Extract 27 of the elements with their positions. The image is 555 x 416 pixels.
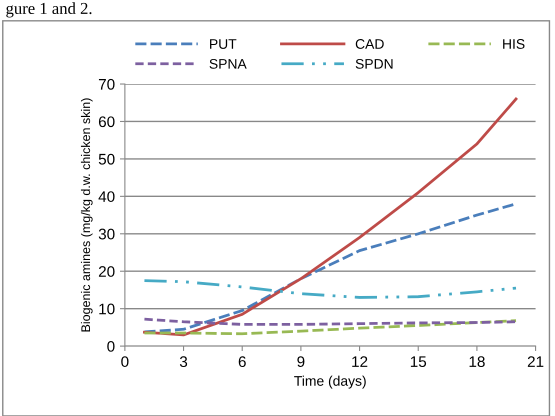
x-tick-label: 3 <box>180 356 188 368</box>
legend-label: PUT <box>210 39 236 49</box>
y-tick-label: 40 <box>98 191 115 202</box>
legend-label: HIS <box>503 39 525 49</box>
x-tick-label: 0 <box>121 356 129 368</box>
y-tick-label: 10 <box>99 304 115 314</box>
y-tick-label: 20 <box>98 266 115 277</box>
y-tick-label: 30 <box>98 228 115 240</box>
y-axis-title: Biogenic amines (mg/kg d.w. chicken skin) <box>80 98 93 332</box>
y-tick-label: 0 <box>107 340 115 352</box>
x-tick-label: 21 <box>528 356 544 367</box>
x-tick-label: 15 <box>410 356 426 368</box>
x-tick-label: 18 <box>470 356 485 368</box>
y-tick-label: 60 <box>98 116 115 128</box>
x-axis-title: Time (days) <box>294 376 366 389</box>
line-series <box>143 319 518 336</box>
legend-label: SPNA <box>210 58 247 69</box>
legend-label: CAD <box>356 39 384 49</box>
text: gure 1 and 2. <box>6 2 92 18</box>
x-tick-label: 9 <box>297 356 304 368</box>
x-tick-label: 6 <box>238 356 246 368</box>
line-series <box>143 98 518 336</box>
line-series <box>143 279 518 299</box>
legend-label: SPDN <box>356 58 393 69</box>
y-tick-label: 50 <box>98 154 115 165</box>
y-tick-label: 70 <box>98 78 115 90</box>
x-tick-label: 12 <box>352 356 368 367</box>
